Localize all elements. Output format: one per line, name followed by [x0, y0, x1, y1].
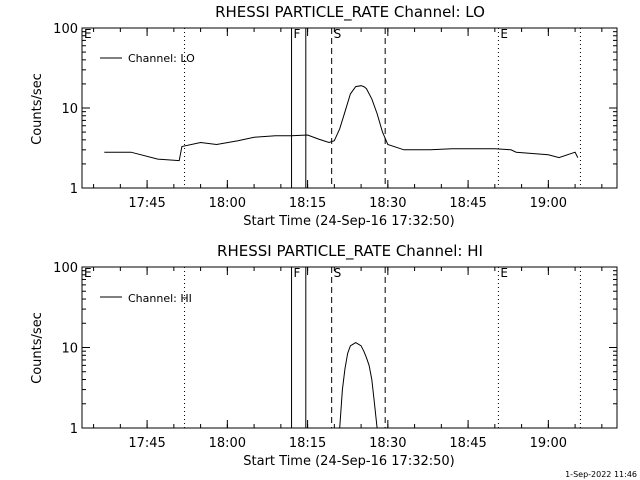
x-tick-label: 18:30 [369, 436, 406, 451]
y-tick-label: 1 [70, 182, 78, 197]
x-axis-label: Start Time (24-Sep-16 17:32:50) [243, 454, 454, 469]
x-tick-label: 18:30 [369, 196, 406, 211]
y-tick-label: 100 [53, 261, 78, 276]
x-tick-label: 19:00 [530, 436, 567, 451]
legend-label: Channel: LO [128, 52, 195, 65]
hi-channel-panel: RHESSI PARTICLE_RATE Channel: HI Counts/… [30, 242, 618, 469]
x-tick-label: 17:45 [128, 196, 165, 211]
chart-title: RHESSI PARTICLE_RATE Channel: HI [217, 242, 483, 261]
y-axis-label: Counts/sec [30, 312, 45, 384]
y-axis-label: Counts/sec [30, 73, 45, 145]
x-tick-label: 18:45 [449, 196, 486, 211]
x-axis-label: Start Time (24-Sep-16 17:32:50) [243, 214, 454, 229]
lo-channel-panel: RHESSI PARTICLE_RATE Channel: LO Counts/… [30, 3, 618, 229]
x-tick-label: 18:00 [209, 196, 246, 211]
event-marker-label: F [294, 27, 301, 41]
y-tick-label: 100 [53, 22, 78, 37]
y-tick-label: 10 [61, 102, 78, 117]
x-tick-label: 18:15 [289, 436, 326, 451]
x-tick-label: 19:00 [530, 196, 567, 211]
x-tick-label: 17:45 [128, 436, 165, 451]
event-marker-label: E [84, 27, 92, 41]
legend-label: Channel: HI [128, 292, 192, 305]
event-marker-label: S [334, 27, 342, 41]
event-marker-label: S [334, 266, 342, 280]
series-line [104, 85, 579, 162]
event-marker-label: E [84, 266, 92, 280]
x-tick-label: 18:15 [289, 196, 326, 211]
x-tick-label: 18:00 [209, 436, 246, 451]
series-line [339, 342, 378, 429]
footer-timestamp: 1-Sep-2022 11:46 [565, 470, 637, 479]
event-marker-label: F [294, 266, 301, 280]
x-tick-label: 18:45 [449, 436, 486, 451]
y-tick-label: 10 [61, 342, 78, 357]
event-marker-label: E [500, 27, 508, 41]
chart-title: RHESSI PARTICLE_RATE Channel: LO [215, 3, 485, 22]
y-tick-label: 1 [70, 422, 78, 437]
event-marker-label: E [500, 266, 508, 280]
